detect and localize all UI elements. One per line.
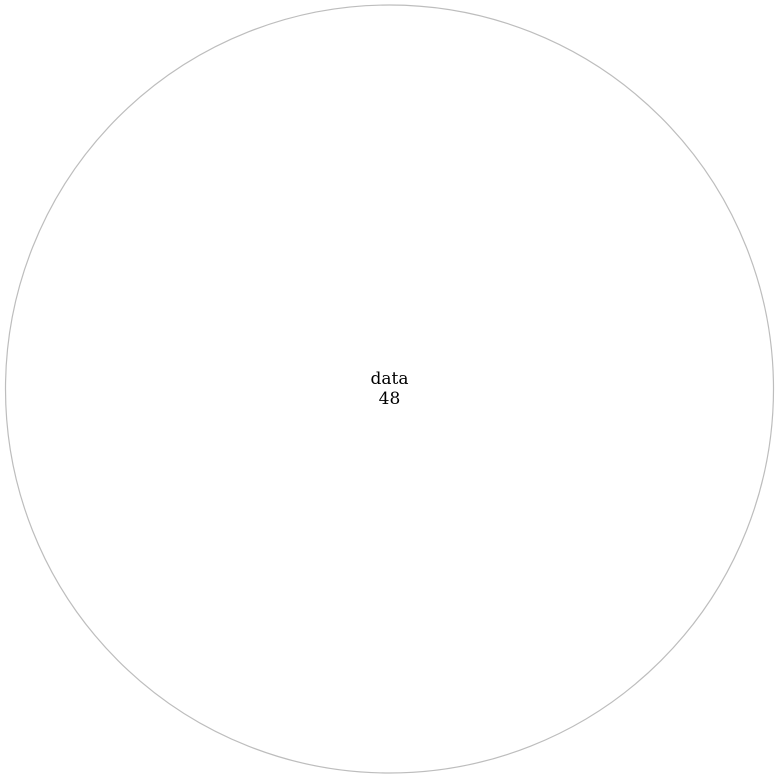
- root-node-circle[interactable]: [4, 4, 775, 774]
- root-node[interactable]: data 48: [4, 4, 775, 774]
- root-node-value: 48: [379, 389, 401, 409]
- root-node-name: data: [371, 369, 409, 389]
